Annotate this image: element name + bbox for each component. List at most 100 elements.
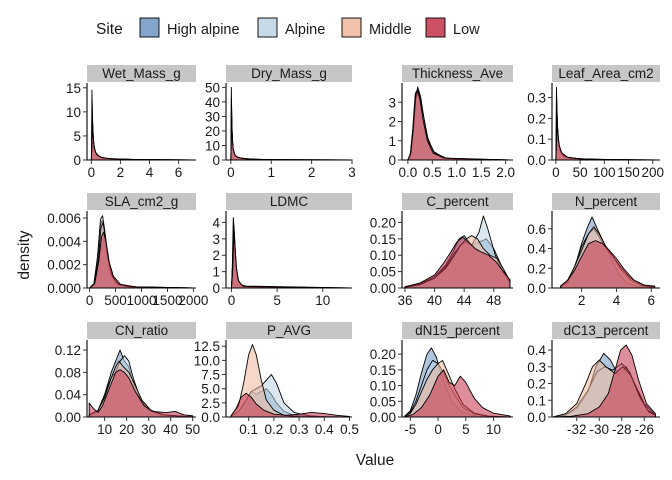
density-ldmc-middle (231, 228, 351, 289)
x-tick-label-thickness-ave: 2.0 (496, 165, 515, 180)
x-tick-label-dc13-percent: -30 (589, 422, 609, 437)
density-wet-mass-g-alpine (90, 101, 194, 161)
y-tick-label-dry-mass-g: 20 (205, 124, 220, 139)
density-ldmc-low (231, 235, 351, 289)
y-tick-label-dc13-percent: 0.3 (527, 360, 546, 375)
y-tick-label-dn15-percent: 0.10 (370, 379, 396, 394)
y-tick-label-dry-mass-g: 40 (205, 95, 220, 110)
legend-title: Site (96, 21, 123, 38)
x-tick-label-dn15-percent: 10 (486, 422, 501, 437)
strip-p-avg (226, 322, 352, 339)
panel-ldmc: LDMC 0 5 10 01 23 4 (212, 193, 352, 308)
panel-p-avg: P_AVG 0.1 0.2 0.3 0.4 0.5 0.02.55.07.510.012.5 (194, 322, 359, 437)
x-tick-label-leaf-area-cm2: 150 (617, 165, 640, 180)
x-tick-label-dry-mass-g: 3 (348, 165, 356, 180)
density-dn15-percent-low (404, 369, 511, 418)
x-tick-label-wet-mass-g: 2 (117, 165, 125, 180)
legend-label-alpine: Alpine (285, 22, 325, 38)
y-tick-label-thickness-ave: 1 (388, 134, 396, 149)
y-tick-label-c-percent: 0.15 (370, 232, 396, 247)
panel-c-percent: C_percent 36 40 44 48 0.000.05 0.100.15 0.20 (370, 193, 513, 308)
density-wet-mass-g-middle (90, 116, 194, 161)
x-tick-label-cn-ratio: 50 (185, 422, 200, 437)
strip-label-dn15-percent: dN15_percent (415, 323, 500, 338)
legend-key-high-alpine (139, 17, 160, 38)
x-tick-label-leaf-area-cm2: 0 (552, 165, 560, 180)
x-tick-label-dry-mass-g: 1 (267, 165, 275, 180)
y-tick-label-p-avg: 2.5 (201, 396, 220, 411)
density-p-avg-low (230, 392, 350, 418)
y-tick-label-p-avg: 12.5 (194, 339, 220, 354)
strip-label-leaf-area-cm2: Leaf_Area_cm2 (558, 66, 653, 81)
y-tick-label-dry-mass-g: 0 (212, 153, 220, 168)
y-tick-label-c-percent: 0.10 (370, 248, 396, 263)
y-tick-label-dc13-percent: 0.4 (527, 343, 546, 358)
x-tick-label-cn-ratio: 40 (163, 422, 178, 437)
y-tick-label-p-avg: 7.5 (201, 368, 220, 383)
strip-thickness-ave (402, 65, 513, 82)
y-tick-label-wet-mass-g: 5 (73, 129, 81, 144)
x-tick-label-thickness-ave: 0.0 (398, 165, 417, 180)
density-dry-mass-g-high-alpine (230, 86, 353, 161)
y-tick-label-p-avg: 0.0 (201, 410, 220, 425)
y-tick-label-wet-mass-g: 15 (66, 81, 81, 96)
strip-dry-mass-g (226, 65, 352, 82)
strip-cn-ratio (87, 322, 196, 339)
y-tick-label-ldmc: 4 (212, 215, 220, 230)
y-tick-label-dn15-percent: 0.20 (370, 347, 396, 362)
x-tick-label-leaf-area-cm2: 50 (573, 165, 588, 180)
density-leaf-area-cm2-high-alpine (555, 86, 659, 161)
strip-label-c-percent: C_percent (426, 194, 489, 209)
strip-dn15-percent (402, 322, 513, 339)
y-tick-label-cn-ratio: 0.04 (55, 388, 82, 403)
y-tick-label-dry-mass-g: 30 (205, 109, 220, 124)
x-tick-label-sla-cm2-g: 1500 (152, 293, 182, 308)
panel-cn-ratio: CN_ratio 10 20 30 40 50 0.00 0.04 0.08 0.12 (55, 322, 200, 437)
y-tick-label-p-avg: 5.0 (201, 382, 220, 397)
density-leaf-area-cm2-alpine (555, 97, 659, 161)
y-tick-label-dn15-percent: 0.00 (370, 410, 396, 425)
panel-leaf-area-cm2: Leaf_Area_cm2 0 50 100 150 200 0.0 0.1 0.2 0.3 (527, 65, 664, 180)
x-tick-label-thickness-ave: 1.5 (472, 165, 491, 180)
density-n-percent-low (560, 240, 656, 289)
strip-wet-mass-g (87, 65, 196, 82)
y-tick-label-sla-cm2-g: 0.006 (47, 211, 81, 226)
x-tick-label-sla-cm2-g: 500 (104, 293, 127, 308)
x-tick-label-wet-mass-g: 0 (88, 165, 96, 180)
x-tick-label-wet-mass-g: 4 (146, 165, 154, 180)
y-tick-label-n-percent: 0.6 (527, 222, 546, 237)
x-tick-label-p-avg: 0.2 (264, 422, 283, 437)
strip-ldmc (226, 193, 352, 210)
x-tick-label-dc13-percent: -26 (634, 422, 654, 437)
x-tick-label-dc13-percent: -32 (567, 422, 587, 437)
y-tick-label-thickness-ave: 2 (388, 115, 396, 130)
y-tick-label-thickness-ave: 0 (388, 153, 396, 168)
x-tick-label-wet-mass-g: 6 (175, 165, 183, 180)
x-tick-label-dry-mass-g: 0 (227, 165, 235, 180)
legend-label-middle: Middle (369, 22, 412, 38)
density-wet-mass-g-low (90, 123, 194, 161)
x-tick-label-thickness-ave: 1.0 (447, 165, 466, 180)
y-tick-label-dry-mass-g: 50 (205, 80, 220, 95)
x-tick-label-c-percent: 36 (397, 293, 412, 308)
strip-label-p-avg: P_AVG (267, 323, 311, 338)
y-tick-label-ldmc: 0 (212, 281, 220, 296)
legend: Site High alpine Alpine Middle Low (96, 17, 480, 38)
density-leaf-area-cm2-middle (555, 117, 659, 161)
y-tick-label-leaf-area-cm2: 0.2 (527, 111, 546, 126)
x-tick-label-p-avg: 0.1 (239, 422, 258, 437)
strip-sla-cm2-g (87, 193, 196, 210)
y-tick-label-thickness-ave: 3 (388, 95, 396, 110)
y-tick-label-dn15-percent: 0.15 (370, 363, 396, 378)
density-dry-mass-g-middle (230, 113, 353, 161)
x-tick-label-cn-ratio: 10 (97, 422, 112, 437)
panel-wet-mass-g: Wet_Mass_g 0 2 4 6 0 5 10 15 (66, 65, 196, 180)
strip-leaf-area-cm2 (552, 65, 660, 82)
y-tick-label-leaf-area-cm2: 0.3 (527, 91, 546, 106)
x-tick-label-ldmc: 5 (273, 293, 281, 308)
x-tick-label-cn-ratio: 20 (119, 422, 134, 437)
y-tick-label-cn-ratio: 0.08 (55, 365, 81, 380)
x-tick-label-sla-cm2-g: 2000 (178, 293, 208, 308)
